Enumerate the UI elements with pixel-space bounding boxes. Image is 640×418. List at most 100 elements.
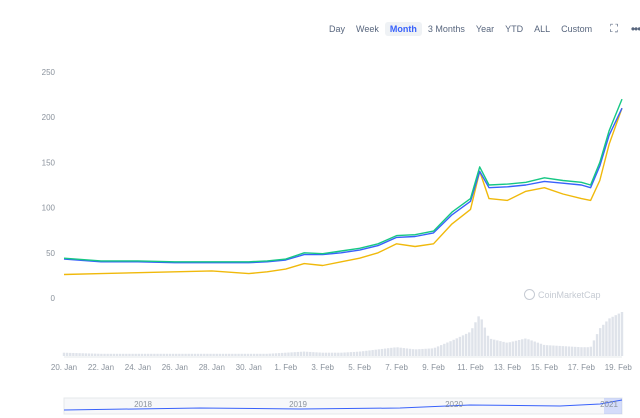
- volume-area: [62, 312, 624, 356]
- range-day-button[interactable]: Day: [329, 24, 346, 34]
- volume-bar: [184, 353, 187, 356]
- volume-bar: [446, 342, 449, 356]
- volume-bar: [243, 353, 247, 356]
- x-tick-label: 22. Jan: [88, 363, 114, 372]
- volume-bar: [262, 353, 265, 356]
- volume-bar: [221, 353, 225, 356]
- volume-bar: [115, 353, 119, 356]
- volume-bar: [358, 351, 362, 356]
- volume-bar: [69, 352, 72, 356]
- navigator-year-label: 2020: [445, 400, 463, 409]
- volume-bar: [558, 345, 561, 356]
- volume-bar: [418, 349, 421, 356]
- range-month-button[interactable]: Month: [384, 22, 422, 36]
- x-axis: 20. Jan 22. Jan 24. Jan 26. Jan 28. Jan 30. J…: [51, 356, 633, 372]
- volume-bar: [405, 348, 409, 356]
- volume-bar: [252, 353, 256, 356]
- volume-bar: [156, 353, 159, 356]
- volume-bar: [580, 347, 583, 356]
- range-week-button[interactable]: Week: [356, 24, 379, 34]
- x-tick-label: 5. Feb: [348, 363, 371, 372]
- volume-bar: [271, 353, 275, 356]
- volume-bar: [330, 352, 334, 356]
- volume-bar: [109, 353, 112, 356]
- volume-bar: [343, 352, 346, 356]
- volume-bar: [427, 348, 430, 356]
- volume-bar: [549, 345, 552, 356]
- navigator[interactable]: 2018 2019 2020 2021: [63, 397, 623, 415]
- x-tick-label: 24. Jan: [125, 363, 151, 372]
- volume-bar: [464, 333, 468, 356]
- volume-bar: [249, 353, 253, 356]
- volume-bar: [234, 353, 237, 356]
- volume-bar: [371, 350, 374, 356]
- volume-bar: [190, 353, 194, 356]
- volume-bar: [461, 335, 465, 356]
- more-menu-icon[interactable]: •••: [630, 22, 640, 36]
- fullscreen-icon[interactable]: ⛶: [610, 22, 618, 35]
- x-tick-label: 3. Feb: [311, 363, 334, 372]
- volume-bar: [218, 353, 222, 356]
- volume-bar: [508, 342, 511, 356]
- volume-bar: [146, 353, 150, 356]
- volume-bar: [290, 352, 293, 356]
- volume-bar: [471, 328, 474, 356]
- volume-bar: [527, 339, 530, 356]
- x-tick-label: 28. Jan: [199, 363, 225, 372]
- y-tick-label: 150: [42, 158, 56, 167]
- volume-bar: [296, 351, 299, 356]
- volume-bar: [430, 348, 434, 356]
- volume-bar: [318, 352, 321, 356]
- range-all-button[interactable]: ALL: [534, 24, 551, 34]
- volume-bar: [287, 352, 290, 356]
- volume-bar: [75, 353, 78, 356]
- volume-bar: [228, 353, 231, 356]
- volume-bar: [483, 327, 487, 356]
- x-tick-label: 15. Feb: [531, 363, 559, 372]
- volume-bar: [570, 346, 574, 356]
- volume-bar: [393, 347, 396, 356]
- volume-bar: [561, 346, 564, 356]
- volume-bar: [140, 353, 144, 356]
- range-year-button[interactable]: Year: [475, 24, 495, 34]
- volume-bar: [396, 347, 399, 356]
- volume-bar: [72, 352, 75, 356]
- volume-bar: [455, 338, 458, 356]
- coinmarketcap-logo-icon: [524, 289, 535, 300]
- navigator-selection[interactable]: [604, 398, 622, 414]
- volume-bar: [162, 353, 165, 356]
- x-tick-label: 9. Feb: [422, 363, 445, 372]
- volume-bar: [436, 346, 440, 356]
- volume-bar: [346, 352, 349, 356]
- volume-bar: [564, 346, 568, 356]
- volume-bar: [589, 346, 593, 356]
- volume-bar: [536, 342, 540, 356]
- volume-bar: [511, 341, 515, 356]
- navigator-track[interactable]: [63, 397, 623, 415]
- volume-bar: [617, 313, 621, 356]
- volume-bar: [237, 353, 240, 356]
- volume-bar: [598, 328, 602, 356]
- volume-bar: [458, 336, 462, 356]
- volume-bar: [281, 352, 284, 356]
- volume-bar: [87, 353, 91, 356]
- volume-bar: [150, 353, 153, 356]
- volume-bar: [122, 353, 125, 356]
- price-series-line: [63, 107, 623, 276]
- volume-bar: [309, 351, 312, 356]
- volume-bar: [499, 341, 502, 356]
- volume-bar: [209, 353, 212, 356]
- volume-bar: [542, 344, 546, 356]
- range-custom-button[interactable]: Custom: [561, 24, 593, 34]
- range-3-months-button[interactable]: 3 Months: [427, 24, 465, 34]
- navigator-line: [63, 399, 623, 411]
- range-ytd-button[interactable]: YTD: [505, 24, 524, 34]
- volume-bar: [424, 348, 427, 356]
- volume-bar: [199, 353, 203, 356]
- volume-bar: [439, 345, 443, 356]
- volume-bar: [533, 341, 536, 356]
- volume-bar: [165, 353, 169, 356]
- x-tick-label: 19. Feb: [605, 363, 633, 372]
- volume-bar: [530, 340, 533, 356]
- price-series-line: [63, 107, 623, 264]
